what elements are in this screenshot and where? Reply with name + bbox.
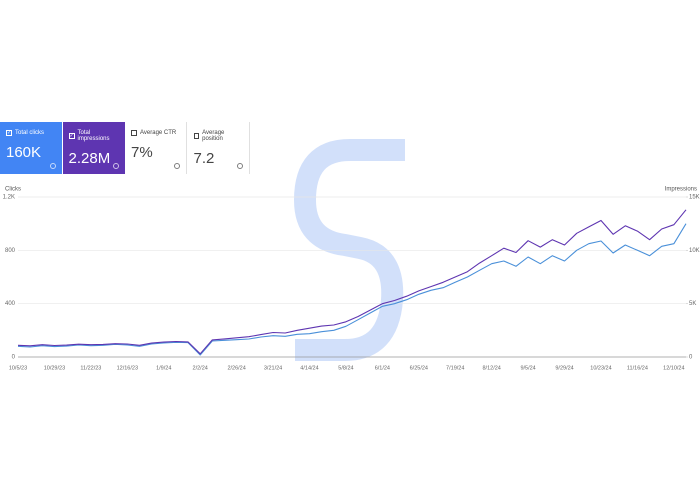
card-label: Total clicks (15, 130, 45, 136)
card-label: Average CTR (140, 130, 177, 136)
y-tick-label: 400 (5, 301, 16, 307)
card-label: Total impressions (77, 130, 110, 142)
x-tick-label: 7/19/24 (446, 365, 464, 371)
checkbox (193, 133, 200, 139)
y-axis-title: Clicks (5, 187, 21, 193)
x-tick-label: 10/23/24 (590, 365, 611, 371)
x-tick-label: 2/26/24 (227, 365, 245, 371)
x-tick-label: 4/14/24 (300, 365, 318, 371)
x-tick-label: 9/29/24 (555, 365, 573, 371)
y2-tick-label: 5K (689, 301, 696, 307)
y2-axis-title: Impressions (665, 187, 697, 193)
card-value: 7.2 (193, 150, 215, 167)
x-tick-label: 10/29/23 (44, 365, 65, 371)
card-label-row: ✓ Total clicks (6, 130, 56, 136)
x-tick-label: 12/16/23 (117, 365, 138, 371)
y2-tick-label: 15K (689, 195, 700, 201)
checkbox: ✓ (6, 130, 12, 136)
x-tick-label: 11/16/24 (627, 365, 648, 371)
x-tick-label: 10/5/23 (9, 365, 27, 371)
series-line (17, 223, 687, 356)
watermark-logo (294, 139, 405, 361)
y-tick-label: 800 (5, 248, 16, 254)
y2-tick-label: 0 (689, 355, 693, 361)
series-line (17, 209, 687, 355)
checkbox: ✓ (68, 133, 75, 139)
x-tick-label: 3/21/24 (264, 365, 282, 371)
x-tick-label: 6/1/24 (375, 365, 390, 371)
card-value: 160K (6, 144, 42, 161)
card-label: Average position (202, 130, 225, 142)
help-icon (112, 163, 119, 169)
metric-card[interactable]: Average CTR 7% (125, 122, 187, 174)
help-icon (236, 163, 243, 169)
card-label-row: ✓ Total impressions (68, 130, 119, 142)
card-label-row: Average CTR (131, 130, 180, 136)
metric-card[interactable]: ✓ Total clicks 160K (0, 122, 62, 174)
card-value: 2.28M (68, 150, 111, 167)
x-tick-label: 5/8/24 (338, 365, 353, 371)
help-icon (50, 163, 56, 169)
card-value: 7% (131, 144, 153, 161)
checkbox (131, 130, 137, 136)
x-tick-label: 9/5/24 (520, 365, 535, 371)
x-tick-label: 1/9/24 (156, 365, 171, 371)
y-tick-label: 1.2K (3, 195, 15, 201)
watermark (294, 139, 405, 361)
metric-card[interactable]: Average position 7.2 (187, 122, 250, 174)
y-tick-label: 0 (12, 355, 16, 361)
x-tick-label: 6/25/24 (410, 365, 428, 371)
help-icon (174, 163, 180, 169)
x-tick-label: 2/2/24 (193, 365, 208, 371)
x-tick-label: 12/10/24 (663, 365, 684, 371)
y2-tick-label: 10K (689, 248, 700, 254)
x-tick-label: 11/22/23 (80, 365, 101, 371)
metric-card[interactable]: ✓ Total impressions 2.28M (62, 122, 125, 174)
card-label-row: Average position (193, 130, 243, 142)
x-tick-label: 8/12/24 (482, 365, 500, 371)
